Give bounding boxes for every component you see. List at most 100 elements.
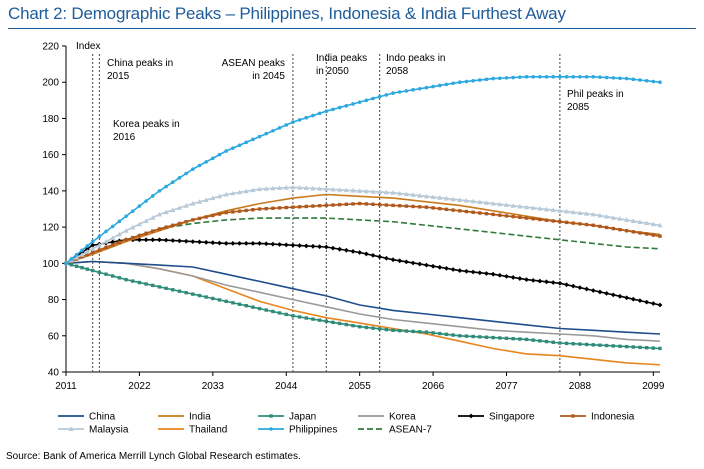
series-point-japan [584,342,589,347]
series-point-malaysia [337,187,343,192]
series-point-singapore [417,261,423,267]
series-point-indonesia [197,216,202,221]
series-point-indonesia [518,215,522,220]
series-point-singapore [537,278,543,284]
series-point-singapore [457,268,463,273]
series-point-philippines [498,76,502,81]
series-point-philippines [351,102,355,106]
series-point-indonesia [571,221,575,225]
series-point-singapore [257,241,262,246]
legend-marker-philippines [269,427,273,431]
series-point-japan [304,316,308,320]
series-point-philippines [544,74,549,79]
series-point-malaysia [517,203,523,209]
legend-marker-japan [269,414,273,418]
series-point-japan [291,314,295,318]
series-point-japan [264,308,268,312]
series-point-japan [357,325,362,329]
y-tick-label: 100 [42,259,59,270]
series-point-malaysia [437,195,443,200]
series-point-malaysia [203,197,209,202]
series-point-indonesia [404,204,409,208]
series-point-singapore [84,246,90,252]
x-tick-label: 2011 [55,381,77,392]
series-point-philippines [304,115,309,120]
series-point-singapore [410,260,416,266]
series-point-singapore [450,267,456,272]
peak-annotation: Korea peaks in [113,119,180,130]
series-point-indonesia [451,208,455,212]
series-point-philippines [317,111,322,116]
series-point-japan [351,323,355,328]
series-point-philippines [377,94,382,99]
series-point-singapore [430,263,436,269]
series-point-indonesia [624,229,629,233]
series-point-singapore [163,237,169,243]
series-point-japan [151,283,155,288]
series-point-philippines [578,74,582,79]
series-point-philippines [251,137,255,142]
series-point-philippines [584,74,589,79]
series-point-philippines [618,76,622,81]
series-point-malaysia [323,186,329,192]
series-point-philippines [598,75,602,79]
series-point-philippines [144,199,148,203]
series-point-philippines [364,98,369,103]
series-point-malaysia [497,201,503,207]
series-point-indonesia [544,218,549,222]
series-point-malaysia [450,196,456,202]
series-point-japan [631,345,636,349]
series-point-singapore [90,242,96,248]
series-point-philippines [357,100,362,104]
y-tick-label: 140 [42,186,59,197]
series-point-indonesia [377,202,382,207]
series-point-singapore [370,252,376,258]
series-point-malaysia [116,231,122,237]
peak-annotation: 2016 [113,132,136,143]
series-point-indonesia [331,203,335,207]
series-point-japan [638,345,642,350]
series-point-malaysia [624,217,630,222]
series-point-singapore [544,279,549,285]
series-point-indonesia [424,205,429,209]
series-point-malaysia [357,188,363,193]
series-point-singapore [437,264,443,270]
series-point-singapore [590,288,596,293]
legend-label-korea: Korea [389,412,416,423]
peak-annotation: China peaks in [107,58,173,69]
series-point-philippines [504,76,509,80]
series-point-indonesia [498,213,502,217]
series-point-singapore [350,248,356,254]
series-point-philippines [217,152,222,157]
legend-label-india: India [189,412,211,423]
series-point-indonesia [491,212,495,217]
series-point-japan [244,304,248,308]
series-point-singapore [263,241,269,247]
series-point-indonesia [317,204,322,208]
legend-label-indonesia: Indonesia [591,412,635,423]
series-point-singapore [557,280,563,286]
y-tick-label: 60 [48,331,60,342]
series-point-malaysia [644,220,650,226]
series-point-indonesia [398,204,402,208]
series-point-malaysia [610,215,616,220]
series-point-japan [544,339,549,344]
series-point-indonesia [578,222,582,226]
series-point-japan [331,320,335,325]
series-point-japan [471,334,475,339]
series-point-japan [164,286,168,291]
series-point-indonesia [484,212,489,216]
series-point-japan [297,315,302,319]
series-point-philippines [324,109,329,113]
series-point-japan [377,327,382,331]
series-point-philippines [551,74,556,79]
series-point-singapore [277,242,282,247]
series-point-japan [104,272,108,276]
series-point-philippines [224,149,228,153]
series-point-japan [498,336,502,340]
series-point-indonesia [591,223,595,227]
series-point-malaysia [490,200,496,206]
series-point-philippines [624,76,629,81]
series-point-japan [204,295,208,299]
series-point-indonesia [284,205,288,210]
